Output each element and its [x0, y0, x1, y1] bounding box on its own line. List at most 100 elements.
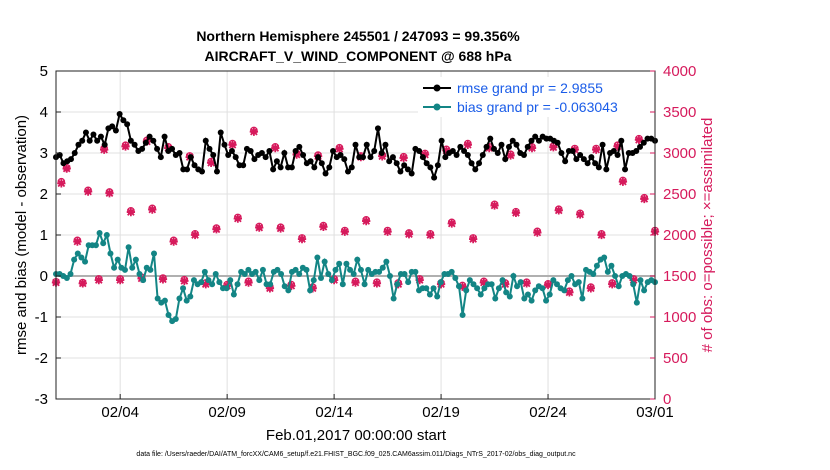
- rmse-point: [330, 147, 337, 154]
- obs-assimilated-marker: [490, 201, 499, 210]
- bias-point: [564, 277, 571, 284]
- obs-assimilated-marker: [522, 279, 531, 288]
- bias-point: [579, 295, 586, 302]
- rmse-point: [341, 156, 348, 163]
- bias-point: [332, 266, 339, 273]
- obs-assimilated-marker: [404, 230, 414, 239]
- rmse-point: [461, 147, 468, 154]
- rmse-point: [318, 160, 325, 167]
- bias-point: [514, 283, 521, 290]
- bias-point: [259, 266, 266, 273]
- rmse-point: [315, 154, 322, 161]
- x-tick-label-1: 02/09: [208, 404, 246, 421]
- bias-point: [121, 266, 128, 273]
- obs-assimilated-marker: [511, 208, 521, 218]
- rmse-point: [273, 158, 280, 165]
- rmse-point: [476, 160, 483, 167]
- obs-assimilated-marker: [57, 179, 66, 188]
- bias-point: [183, 297, 190, 304]
- rmse-point: [56, 152, 63, 159]
- rmse-point: [202, 137, 209, 144]
- rmse-point: [453, 152, 460, 159]
- bias-point: [176, 295, 183, 302]
- bias-point: [129, 264, 136, 271]
- rmse-point: [82, 129, 89, 136]
- bias-point: [437, 279, 444, 286]
- obs-assimilated-marker: [206, 158, 216, 167]
- obs-assimilated-marker: [618, 177, 628, 186]
- rmse-point: [382, 141, 389, 148]
- bias-point: [383, 258, 390, 265]
- rmse-point: [90, 131, 97, 138]
- bias-point: [546, 291, 553, 298]
- rmse-point: [640, 139, 647, 146]
- bias-point: [568, 273, 575, 279]
- rmse-point: [127, 137, 134, 144]
- rmse-point: [404, 166, 411, 173]
- rmse-point: [221, 141, 228, 148]
- rmse-point: [434, 162, 441, 169]
- rmse-point: [449, 147, 456, 154]
- bias-point: [630, 281, 637, 288]
- bias-point: [172, 316, 179, 323]
- rmse-point: [389, 154, 396, 161]
- rmse-point: [139, 145, 146, 152]
- rmse-point: [367, 154, 374, 161]
- bias-point: [463, 287, 470, 294]
- rmse-point: [371, 147, 378, 154]
- rmse-point: [191, 162, 198, 169]
- obs-assimilated-marker: [506, 151, 515, 160]
- rmse-point: [584, 160, 591, 167]
- bias-point: [328, 277, 335, 284]
- bias-point: [423, 285, 430, 292]
- rmse-point: [67, 156, 74, 163]
- rmse-point: [363, 141, 370, 148]
- rmse-point: [322, 170, 329, 177]
- rmse-point: [573, 156, 580, 163]
- y-tick-label-right-7: 3500: [663, 104, 696, 121]
- obs-assimilated-marker: [640, 194, 649, 204]
- bias-point: [386, 273, 393, 279]
- bias-point: [318, 275, 325, 282]
- obs-assimilated-marker: [105, 189, 114, 198]
- bias-point: [390, 295, 397, 302]
- rmse-point: [79, 137, 86, 144]
- rmse-point: [592, 160, 599, 167]
- rmse-point: [232, 154, 239, 161]
- rmse-point: [558, 150, 565, 156]
- obs-assimilated-marker: [249, 127, 259, 136]
- obs-assimilated-marker: [169, 237, 178, 246]
- obs-assimilated-marker: [533, 228, 542, 237]
- bias-point: [339, 281, 346, 288]
- bias-point: [379, 264, 386, 271]
- rmse-point: [513, 141, 520, 148]
- rmse-point: [491, 145, 498, 152]
- rmse-point: [142, 139, 149, 146]
- rmse-point: [225, 152, 232, 159]
- obs-assimilated-marker: [319, 222, 328, 231]
- bias-point: [608, 262, 615, 269]
- rmse-point: [150, 137, 157, 144]
- bias-point: [209, 281, 216, 288]
- rmse-point: [292, 147, 299, 154]
- rmse-point: [423, 160, 430, 167]
- bias-line: [56, 229, 656, 323]
- obs-assimilated-marker: [362, 216, 371, 226]
- bias-point: [524, 291, 531, 298]
- y-tick-label-left-6: 3: [40, 145, 48, 162]
- obs-assimilated-marker: [340, 227, 349, 236]
- rmse-point: [386, 158, 393, 165]
- rmse-point: [251, 156, 258, 163]
- bias-point: [100, 240, 107, 247]
- bias-point: [347, 266, 354, 273]
- bias-point: [256, 277, 263, 284]
- rmse-point: [146, 133, 153, 140]
- bias-point: [575, 279, 582, 286]
- obs-assimilated-marker: [94, 275, 103, 285]
- rmse-point: [169, 145, 176, 152]
- rmse-point: [94, 137, 101, 144]
- bias-point: [615, 283, 622, 290]
- bias-point: [448, 268, 455, 275]
- bias-point: [506, 293, 513, 300]
- rmse-point: [124, 121, 131, 128]
